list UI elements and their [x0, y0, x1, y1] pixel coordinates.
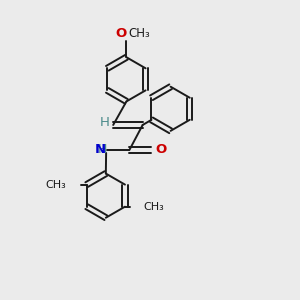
Text: N: N [95, 142, 106, 156]
Text: O: O [155, 143, 167, 157]
Text: O: O [115, 28, 126, 40]
Text: H: H [100, 116, 110, 129]
Text: CH₃: CH₃ [45, 180, 66, 190]
Text: CH₃: CH₃ [128, 28, 150, 40]
Text: H: H [97, 142, 107, 156]
Text: CH₃: CH₃ [143, 202, 164, 212]
